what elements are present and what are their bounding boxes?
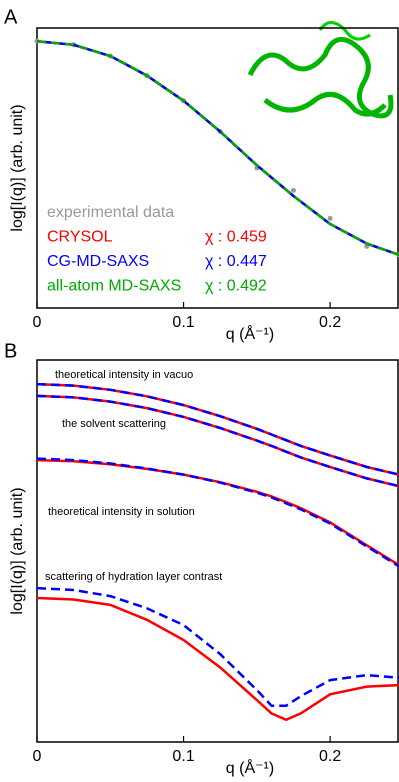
- x-tick-label: 0: [33, 748, 42, 765]
- figure: A 0 0.1 0.2 q (Å⁻¹) log[I(q)] (arb. unit) expe…: [0, 0, 399, 782]
- annotation: the solvent scattering: [62, 418, 166, 430]
- series-line: [37, 598, 399, 720]
- panel-label: A: [4, 6, 18, 28]
- y-axis-label: log[I(q)] (arb. unit): [9, 487, 26, 614]
- y-axis-label: log[I(q)] (arb. unit): [9, 104, 26, 231]
- data-point: [328, 216, 333, 221]
- series-line: [37, 396, 399, 486]
- annotation: χ : 0.459: [205, 229, 267, 246]
- series-line: [37, 588, 399, 706]
- x-tick-label: 0.1: [172, 748, 194, 765]
- panel-label: B: [4, 340, 17, 362]
- protein-ribbon: [320, 23, 370, 40]
- protein-structure: [250, 23, 391, 116]
- data-point: [291, 188, 296, 193]
- annotation: scattering of hydration layer contrast: [45, 571, 222, 583]
- annotation: theoretical intensity in vacuo: [55, 369, 193, 381]
- legend-entry: CG-MD-SAXS: [47, 253, 149, 270]
- x-tick-label: 0.2: [319, 314, 341, 331]
- legend-entry: experimental data: [47, 204, 174, 221]
- legend-entry: CRYSOL: [47, 229, 113, 246]
- page: {"chart_data": [ {"type": "line", "panel…: [0, 0, 399, 782]
- x-tick-label: 0.1: [172, 314, 194, 331]
- series-line: [37, 41, 399, 255]
- annotation: χ : 0.492: [205, 278, 267, 295]
- legend-entry: all-atom MD-SAXS: [47, 278, 181, 295]
- x-tick-label: 0: [33, 314, 42, 331]
- annotation: theoretical intensity in solution: [48, 506, 195, 518]
- x-axis-label: q (Å⁻¹): [226, 324, 274, 343]
- annotation: χ : 0.447: [205, 253, 267, 270]
- series-line: [37, 41, 399, 255]
- x-tick-label: 0.2: [319, 748, 341, 765]
- x-axis-label: q (Å⁻¹): [226, 758, 274, 777]
- series-line: [37, 41, 399, 255]
